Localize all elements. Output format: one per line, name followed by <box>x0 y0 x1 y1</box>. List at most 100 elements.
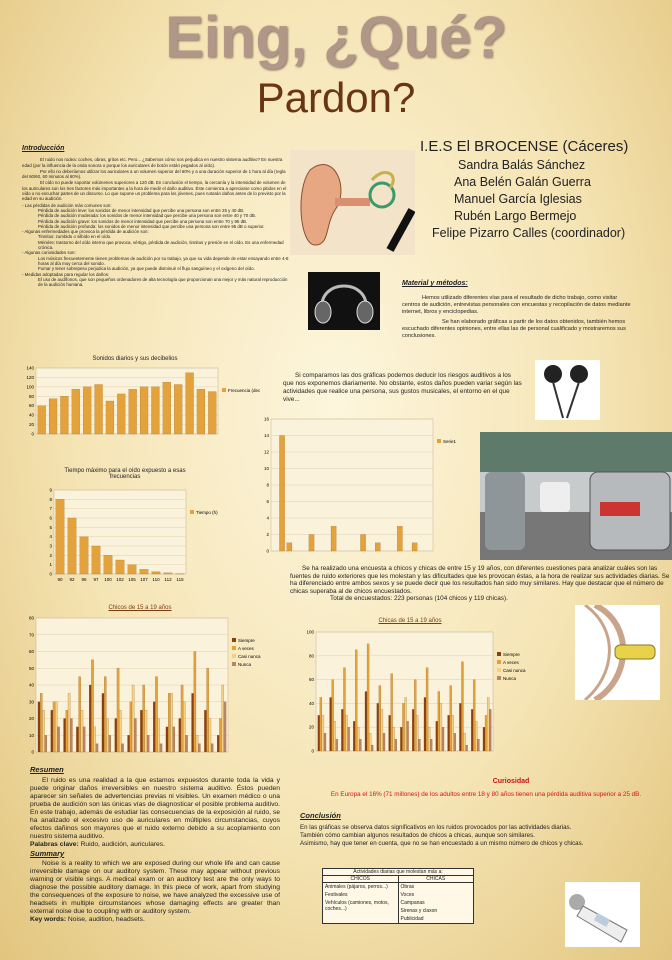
y-tick-label: 2 <box>49 553 52 558</box>
bar <box>341 709 344 752</box>
bar <box>162 382 171 435</box>
keywords-text: Ruido, audición, auriculares. <box>80 841 165 848</box>
list-heading: - Las pérdidas de audición más comunes s… <box>22 202 112 208</box>
author: Sandra Balás Sánchez <box>458 158 586 172</box>
y-tick-label: 7 <box>49 506 52 511</box>
keywords: Palabras clave: Ruido, audición, auricul… <box>30 841 280 849</box>
photo-bg <box>565 882 640 947</box>
photo-bg <box>535 360 600 420</box>
curiosity: Curiosidad En Europa el 16% (71 millones… <box>300 778 672 798</box>
conclusion: Conclusión En las gráficas se observa da… <box>300 812 670 848</box>
legend-label: Tiempo (h) <box>196 510 218 515</box>
bar <box>155 676 158 753</box>
bar <box>50 710 54 753</box>
bar <box>425 667 429 752</box>
canal <box>335 198 370 206</box>
x-tick-label: 105 <box>128 577 136 582</box>
bar <box>91 659 94 753</box>
bar <box>279 435 285 552</box>
bar <box>104 676 107 753</box>
bar <box>206 668 209 753</box>
bar <box>129 701 133 753</box>
bar <box>418 738 421 752</box>
y-tick-label: 40 <box>309 701 315 706</box>
bar <box>330 526 337 552</box>
x-tick-label: 115 <box>176 577 184 582</box>
y-tick-label: 0 <box>31 432 34 437</box>
y-tick-label: 40 <box>29 683 35 688</box>
legend-label: A veces <box>503 660 520 665</box>
y-tick-label: 120 <box>26 375 34 380</box>
bar <box>60 396 69 435</box>
bar <box>437 691 441 752</box>
legend-label: Casi nunca <box>238 654 261 659</box>
intro-body: El ruido nos rodea: coches, obras, grito… <box>22 157 292 287</box>
line: En las gráficas se observa datos signifi… <box>300 824 572 831</box>
text: El ruido es una realidad a la que estamo… <box>30 777 280 840</box>
y-tick-label: 5 <box>49 525 52 530</box>
bar <box>79 536 89 575</box>
conclusion-body: En las gráficas se observa datos signifi… <box>300 824 670 848</box>
legend-swatch <box>497 652 501 656</box>
column-header: CHICOS <box>323 876 398 883</box>
bar <box>144 710 148 753</box>
cup <box>356 300 374 324</box>
survey-text: Se ha realizado una encuesta a chicos y … <box>290 565 670 595</box>
bar <box>487 697 490 752</box>
bar <box>477 738 480 752</box>
bar <box>94 384 103 435</box>
ear <box>300 164 342 246</box>
ear <box>584 605 611 700</box>
y-tick-label: 6 <box>49 516 52 521</box>
bar <box>371 744 374 752</box>
bar <box>345 715 348 752</box>
bar <box>151 571 161 575</box>
cell: Campanas <box>400 900 425 906</box>
bar <box>380 709 384 752</box>
plug <box>614 644 656 660</box>
bar <box>131 684 135 753</box>
list-item: Pérdida de audición grave: los sonidos d… <box>38 218 248 224</box>
bar <box>191 693 194 753</box>
bar <box>78 676 81 753</box>
bar <box>323 733 327 752</box>
bar <box>465 744 468 752</box>
bar <box>195 735 199 753</box>
x-tick-label: 107 <box>140 577 148 582</box>
cable <box>552 381 580 419</box>
y-tick-label: 60 <box>29 649 35 654</box>
y-tick-label: 20 <box>29 422 35 427</box>
bar <box>449 685 452 752</box>
y-tick-label: 0 <box>49 572 52 577</box>
survey-total: Total de encuestados: 223 personas (104 … <box>330 595 508 603</box>
table-caption: Actividades diarias que molestan más a: <box>323 869 473 876</box>
bar <box>117 393 126 435</box>
x-tick-label: 97 <box>93 577 99 582</box>
bar <box>128 389 137 435</box>
bar <box>40 693 43 753</box>
cell: Festivales <box>325 892 348 898</box>
bar <box>80 710 84 753</box>
bar <box>198 743 201 753</box>
bar <box>392 727 395 752</box>
x-tick-label: 102 <box>116 577 124 582</box>
bar <box>435 721 438 752</box>
subtitle: Pardon? <box>256 74 416 121</box>
y-tick-label: 12 <box>264 450 270 455</box>
table-columns: CHICOS Animales (pájaros, perros...) Festi… <box>323 876 473 923</box>
legend-swatch <box>497 676 501 680</box>
bar <box>55 701 58 753</box>
y-tick-label: 80 <box>29 616 35 621</box>
x-tick-label: 112 <box>164 577 172 582</box>
legend-swatch <box>232 654 236 658</box>
bar <box>461 661 464 752</box>
cell: Voces <box>400 892 415 898</box>
table-column: CHICAS Obras Voces Campanas Sirenas y claxon… <box>397 876 473 923</box>
bar <box>223 701 227 753</box>
methods-body: Hemos utilizado diferentes vías para el … <box>402 295 632 340</box>
bar <box>157 718 160 753</box>
bar <box>397 526 403 552</box>
paragraph: El ruido nos rodea: coches, obras, grito… <box>22 157 283 168</box>
cell: Obras <box>400 884 415 890</box>
list-item: Pérdida de audición moderada: los sonido… <box>38 213 256 219</box>
